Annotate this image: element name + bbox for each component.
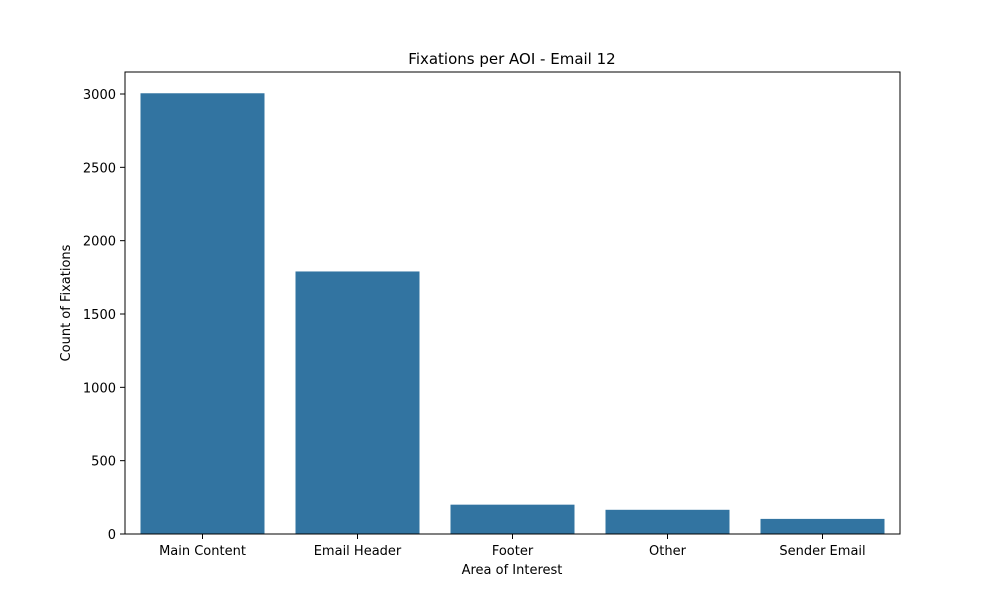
- bar-email-header: [295, 271, 420, 534]
- x-tick-label: Email Header: [314, 544, 402, 559]
- y-axis: 0 500 1000 1500 2000 2500 3000: [83, 88, 125, 543]
- x-axis: Main Content Email Header Footer Other Sende…: [159, 534, 866, 559]
- y-tick-label: 2000: [83, 235, 116, 250]
- x-tick-label: Other: [649, 544, 687, 559]
- y-tick-label: 2500: [83, 161, 116, 176]
- y-tick-label: 1000: [83, 381, 116, 396]
- x-tick-label: Main Content: [159, 544, 246, 559]
- bar-other: [605, 509, 730, 534]
- bar-footer: [450, 504, 575, 534]
- y-tick-label: 500: [91, 455, 116, 470]
- y-tick-label: 3000: [83, 88, 116, 103]
- x-tick-label: Footer: [492, 544, 534, 559]
- bar-sender-email: [760, 518, 885, 534]
- bar-main-content: [140, 93, 265, 535]
- bars-group: [140, 93, 885, 535]
- x-tick-label: Sender Email: [779, 544, 865, 559]
- x-axis-title: Area of Interest: [462, 563, 563, 578]
- chart-title: Fixations per AOI - Email 12: [408, 50, 615, 68]
- y-axis-title: Count of Fixations: [59, 244, 74, 361]
- y-tick-label: 0: [108, 528, 116, 543]
- y-tick-label: 1500: [83, 308, 116, 323]
- plot-frame: [124, 71, 901, 535]
